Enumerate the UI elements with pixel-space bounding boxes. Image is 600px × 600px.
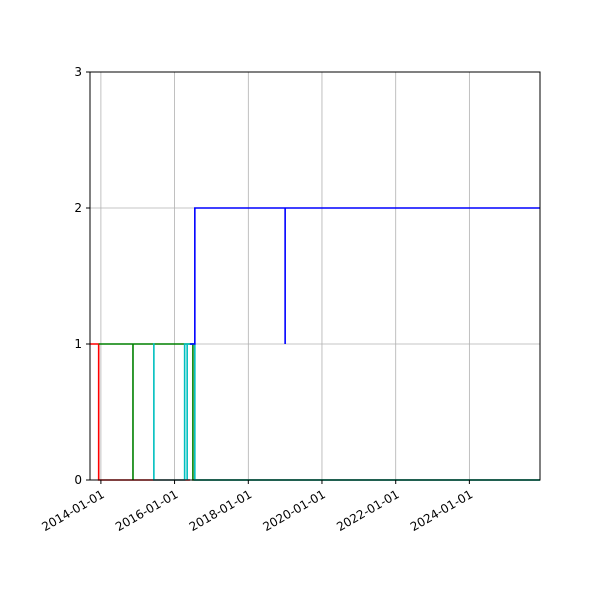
y-tick-label: 1	[74, 337, 82, 351]
x-tick-label: 2022-01-01	[334, 487, 401, 534]
x-tick-label: 2018-01-01	[187, 487, 254, 534]
x-axis: 2014-01-01 2016-01-01 2018-01-01 2020-01-01…	[39, 480, 475, 534]
y-tick-label: 0	[74, 473, 82, 487]
x-tick-label: 2014-01-01	[39, 487, 106, 534]
series-line-3	[152, 343, 540, 481]
series-line-4	[189, 207, 540, 345]
y-axis: 0 1 2 3	[74, 65, 90, 487]
plot-frame	[89, 71, 541, 481]
y-tick-label: 3	[74, 65, 82, 79]
series-line-2	[98, 343, 540, 481]
y-tick-label: 2	[74, 201, 82, 215]
grid	[90, 71, 540, 481]
x-tick-label: 2016-01-01	[113, 487, 180, 534]
x-tick-label: 2024-01-01	[408, 487, 475, 534]
x-tick-label: 2020-01-01	[260, 487, 327, 534]
